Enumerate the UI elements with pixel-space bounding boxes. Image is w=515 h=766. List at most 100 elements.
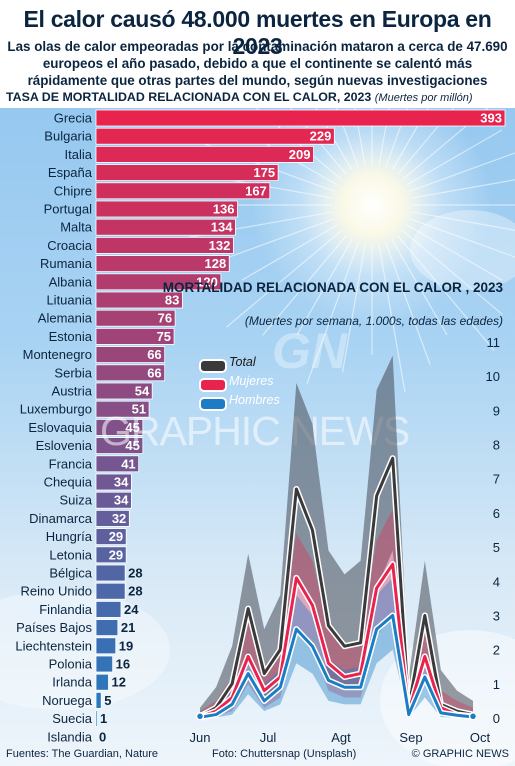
x-tick-label: Sep (399, 730, 422, 745)
bar-value: 21 (121, 620, 135, 635)
bar-value: 66 (147, 365, 161, 380)
bar-value: 29 (109, 529, 123, 544)
bar-value: 66 (147, 347, 161, 362)
watermark: GRAPHIC NEWS (100, 408, 410, 454)
x-tick-label: Jul (260, 730, 277, 745)
bar-label: Rumania (40, 256, 93, 271)
bar-value: 1 (100, 711, 107, 726)
page-subtitle: Las olas de calor empeoradas por la cont… (7, 39, 508, 88)
bar-label: Malta (60, 220, 93, 235)
series-line-total (199, 456, 474, 718)
bar-value: 132 (209, 238, 231, 253)
bar-rumania (95, 255, 230, 273)
y-tick-label: 11 (487, 335, 501, 350)
bar-malta (95, 218, 236, 236)
bar-grecia (95, 109, 506, 127)
bar-chipre (95, 182, 271, 200)
bar-label: Francia (49, 456, 93, 471)
bar-value: 28 (128, 566, 142, 581)
bar-chart-title-text: TASA DE MORTALIDAD RELACIONADA CON EL CA… (6, 90, 372, 104)
y-tick-label: 5 (493, 540, 500, 555)
bar-noruega (95, 692, 102, 709)
bar-value: 120 (196, 274, 218, 289)
bar-value: 32 (112, 511, 126, 526)
bar-label: Polonia (49, 657, 93, 672)
bar-italia (95, 145, 314, 163)
bar-value: 5 (104, 693, 111, 708)
bar-label: Portugal (44, 202, 93, 217)
bar-value: 19 (119, 638, 133, 653)
bar-label: Noruega (42, 693, 93, 708)
series-line-mujeres (199, 562, 474, 719)
bar-estonia (95, 327, 175, 345)
bar-label: Eslovaquia (28, 420, 92, 435)
bar-label: Montenegro (23, 347, 92, 362)
bar-austria (95, 382, 153, 400)
bar-value: 128 (205, 256, 227, 271)
legend-swatch-hombres (199, 397, 227, 411)
bar-letonia (95, 546, 127, 564)
bar-chart-unit: (Muertes por millón) (374, 92, 473, 104)
sources-note: Fuentes: The Guardian, Nature (6, 748, 159, 760)
bar-value: 41 (121, 456, 135, 471)
bar-value: 175 (253, 165, 275, 180)
gn-logo: GN (272, 323, 347, 379)
y-tick-label: 4 (493, 574, 500, 589)
line-chart-subtitle: (Muertes por semana, 1.000s, todas las e… (244, 314, 503, 328)
bar-bulgaria (95, 127, 335, 145)
x-tick-label: Jun (190, 730, 211, 745)
bar-países-bajos (95, 619, 119, 636)
bar-label: Finlandia (39, 602, 93, 617)
bar-label: Croacia (47, 238, 93, 253)
y-tick-label: 1 (493, 677, 500, 692)
legend-swatch-mujeres (199, 378, 227, 392)
bar-bélgica (95, 564, 126, 582)
bar-label: Lituania (46, 293, 92, 308)
bar-francia (95, 455, 140, 473)
line-chart-title: MORTALIDAD RELACIONADA CON EL CALOR , 20… (163, 279, 503, 296)
y-tick-label: 10 (486, 369, 500, 384)
bar-value: 24 (124, 602, 139, 617)
bar-liechtenstein (95, 637, 117, 655)
bar-label: Islandia (47, 729, 93, 744)
bar-label: Bélgica (49, 566, 92, 581)
bar-label: Austria (52, 384, 93, 399)
bar-polonia (95, 655, 114, 673)
bar-label: Serbia (54, 365, 92, 380)
bar-label: Eslovenia (36, 438, 93, 453)
bar-value: 83 (165, 293, 179, 308)
y-tick-label: 7 (493, 472, 500, 487)
bar-alemania (95, 309, 176, 327)
bar-españa (95, 164, 279, 182)
bar-value: 16 (116, 657, 130, 672)
sun (252, 85, 492, 325)
bar-label: Estonia (49, 329, 93, 344)
series-end-dot (468, 712, 478, 721)
legend-label-mujeres: Mujeres (229, 374, 274, 388)
bar-value: 12 (111, 675, 125, 690)
bar-label: Italia (65, 147, 93, 162)
bar-label: Luxemburgo (20, 402, 92, 417)
bar-label: Chequia (44, 475, 93, 490)
bar-label: España (48, 165, 93, 180)
y-tick-label: 8 (493, 438, 500, 453)
bar-label: Dinamarca (29, 511, 93, 526)
y-tick-label: 3 (493, 608, 500, 623)
bar-label: Hungría (46, 529, 93, 544)
bar-luxemburgo (95, 400, 150, 418)
line-chart-title-text: MORTALIDAD RELACIONADA CON EL CALOR , 20… (162, 280, 503, 295)
bar-label: Alemania (38, 311, 93, 326)
bar-label: Reino Unido (20, 584, 92, 599)
bar-value: 0 (99, 729, 106, 744)
bar-chart-title: TASA DE MORTALIDAD RELACIONADA CON EL CA… (6, 90, 473, 104)
bar-lituania (95, 291, 183, 309)
bar-croacia (95, 236, 234, 254)
bar-suiza (95, 491, 132, 509)
bar-montenegro (95, 346, 166, 364)
bar-value: 45 (125, 438, 139, 453)
bar-value: 29 (109, 547, 123, 562)
bar-value: 136 (213, 202, 235, 217)
bar-value: 51 (132, 402, 146, 417)
bar-label: Letonia (49, 547, 92, 562)
